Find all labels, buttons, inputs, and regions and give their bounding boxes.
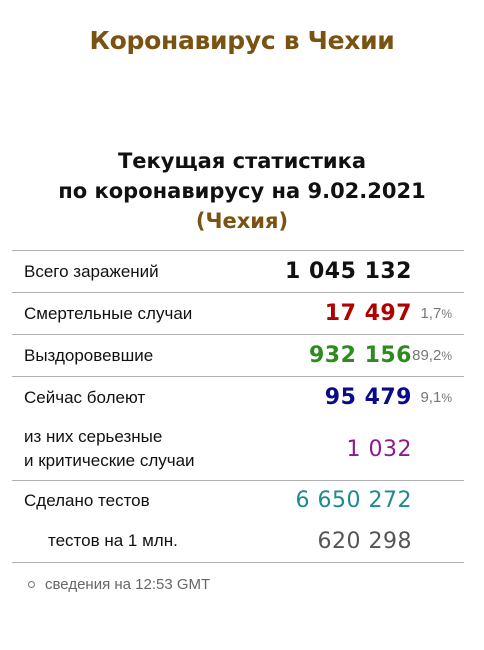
serious-label: из них серьезные и критические случаи (12, 419, 266, 481)
tests-per-million-label: тестов на 1 млн. (48, 531, 178, 551)
serious-percent (412, 419, 464, 481)
active-percent-sign: % (441, 391, 452, 406)
stats-table-bottom-rule (12, 562, 464, 564)
serious-label-line1: из них серьезные (24, 427, 163, 447)
stats-row-active: Сейчас болеют 95 479 9,1% (12, 376, 464, 419)
stats-table: Всего заражений 1 045 132 Смертельные сл… (12, 250, 464, 564)
recovered-percent-value: 89,2 (412, 347, 442, 364)
total-percent (412, 250, 464, 293)
active-percent: 9,1% (412, 376, 464, 419)
recovered-label: Выздоровевшие (12, 334, 266, 377)
stats-row-deaths: Смертельные случаи 17 497 1,7% (12, 292, 464, 335)
deaths-percent-sign: % (441, 307, 452, 321)
stats-row-serious: из них серьезные и критические случаи 1 … (12, 419, 464, 481)
active-label: Сейчас болеют (12, 376, 266, 419)
deaths-percent: 1,7% (412, 292, 464, 335)
tests-per-million-value: 620 298 (317, 528, 412, 554)
stats-heading: Текущая статистика по коронавирусу на 9.… (0, 146, 484, 236)
recovered-percent: 89,2% (412, 334, 464, 377)
active-percent-value: 9,1 (420, 389, 442, 407)
tests-percent (412, 480, 464, 521)
total-label: Всего заражений (12, 250, 266, 293)
stats-heading-country: (Чехия) (195, 209, 289, 233)
deaths-label: Смертельные случаи (12, 292, 266, 335)
deaths-percent-value: 1,7 (420, 305, 442, 322)
tests-per-million-percent (412, 521, 464, 563)
page-title: Коронавирус в Чехии (89, 26, 395, 55)
serious-label-line2: и критические случаи (24, 451, 195, 471)
stats-row-total: Всего заражений 1 045 132 (12, 250, 464, 293)
total-value: 1 045 132 (266, 250, 412, 293)
serious-value: 1 032 (346, 436, 412, 462)
tests-value: 6 650 272 (266, 480, 412, 521)
stats-row-tests-per-million: тестов на 1 млн. 620 298 (12, 521, 464, 563)
deaths-value: 17 497 (266, 292, 412, 335)
stats-heading-line1: Текущая статистика (117, 149, 367, 173)
stats-row-tests: Сделано тестов 6 650 272 (12, 480, 464, 521)
active-value: 95 479 (266, 376, 412, 419)
stats-row-recovered: Выздоровевшие 932 156 89,2% (12, 334, 464, 377)
recovered-value: 932 156 (266, 334, 412, 377)
stats-heading-line2: по коронавирусу на 9.02.2021 (58, 179, 426, 203)
update-time-note: сведения на 12:53 GMT (28, 576, 210, 593)
bullet-icon (28, 580, 35, 588)
tests-label: Сделано тестов (12, 480, 266, 521)
recovered-percent-sign: % (441, 349, 452, 363)
update-time-text: сведения на 12:53 GMT (45, 576, 211, 593)
